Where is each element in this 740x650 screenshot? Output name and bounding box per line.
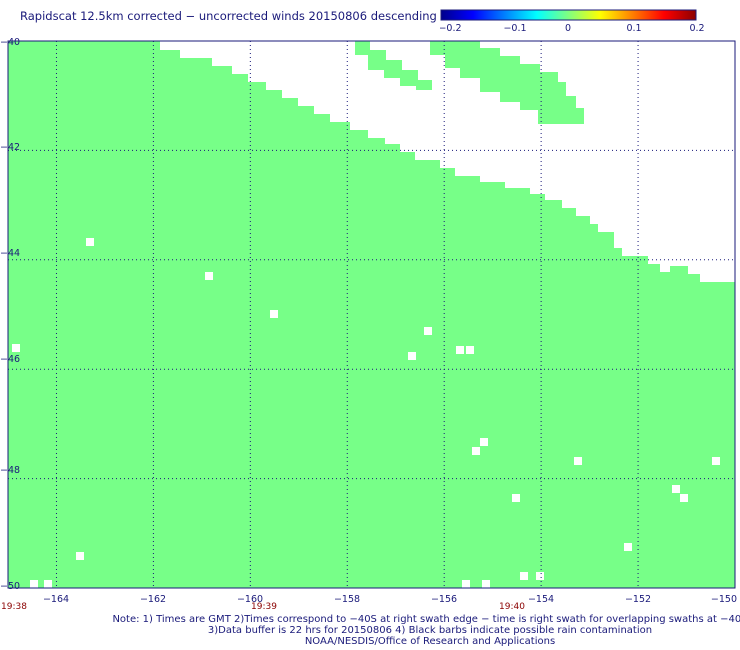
lat-label: −40 (0, 37, 20, 48)
no-data-cell (44, 580, 52, 588)
lon-label: −162 (140, 594, 166, 605)
lon-label: −150 (711, 594, 737, 605)
no-data-cell (270, 310, 278, 318)
colorbar-tick-label: −0.2 (440, 23, 462, 34)
no-data-cell (512, 494, 520, 502)
no-data-cell (680, 494, 688, 502)
no-data-cell (536, 572, 544, 580)
swath-upper-right (430, 41, 584, 124)
lat-label: −42 (0, 142, 20, 153)
lon-label: −160 (237, 594, 263, 605)
no-data-cell (482, 580, 490, 588)
colorbar-tick-label: 0.1 (626, 23, 641, 34)
time-label: 19:40 (499, 602, 525, 612)
lon-label: −158 (334, 594, 360, 605)
lon-label: −154 (528, 594, 554, 605)
no-data-cell (205, 272, 213, 280)
swath-main (8, 41, 735, 588)
no-data-cell (712, 457, 720, 465)
time-label: 19:38 (1, 602, 27, 612)
lon-label: −164 (43, 594, 69, 605)
lat-label: −44 (0, 248, 20, 259)
map-title: Rapidscat 12.5km corrected − uncorrected… (20, 9, 437, 23)
colorbar-tick-label: 0 (565, 23, 571, 34)
no-data-cell (472, 447, 480, 455)
wind-difference-map: −40 −42 −44 −46 −48 −50 −164 −162 −160 −… (0, 37, 737, 612)
no-data-cell (462, 580, 470, 588)
no-data-cell (480, 438, 488, 446)
lat-label: −46 (0, 354, 20, 365)
footnote-line: 3)Data buffer is 22 hrs for 20150806 4) … (207, 625, 653, 636)
no-data-cell (408, 352, 416, 360)
no-data-cell (466, 346, 474, 354)
no-data-cell (12, 344, 20, 352)
no-data-cell (624, 543, 632, 551)
no-data-cell (76, 552, 84, 560)
lon-label: −152 (625, 594, 651, 605)
no-data-cell (672, 485, 680, 493)
footnote-line: NOAA/NESDIS/Office of Research and Appli… (304, 636, 556, 647)
lon-label: −156 (431, 594, 457, 605)
no-data-cell (86, 238, 94, 246)
no-data-cell (30, 580, 38, 588)
footnotes: Note: 1) Times are GMT 2)Times correspon… (0, 614, 740, 647)
swath-upper-left (355, 41, 432, 90)
colorbar-tick-label: 0.2 (689, 23, 704, 34)
wind-data-layer (8, 41, 735, 588)
axis-labels: −40 −42 −44 −46 −48 −50 −164 −162 −160 −… (0, 37, 737, 612)
footnote-line: Note: 1) Times are GMT 2)Times correspon… (112, 614, 740, 625)
lat-label: −50 (0, 581, 20, 592)
no-data-cell (574, 457, 582, 465)
colorbar-tick-label: −0.1 (503, 23, 526, 34)
no-data-cell (520, 572, 528, 580)
lat-label: −48 (0, 465, 20, 476)
time-label: 19:39 (251, 602, 277, 612)
map-frame (7, 40, 736, 589)
colorbar-gradient (440, 9, 697, 21)
no-data-cell (424, 327, 432, 335)
no-data-cell (456, 346, 464, 354)
colorbar: −0.2 −0.1 0 0.1 0.2 (440, 9, 705, 34)
